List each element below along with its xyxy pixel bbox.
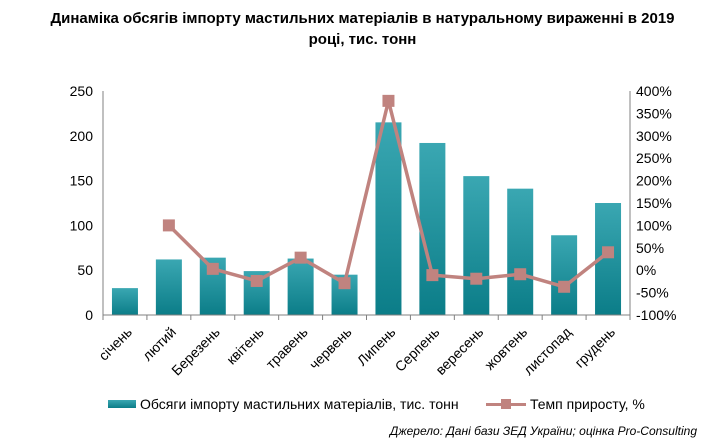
bar-11 [551,235,578,315]
growth-marker-2 [162,219,175,232]
right-tick-label: 0% [636,262,656,278]
category-label: квітень [223,324,267,368]
line-series [162,94,615,293]
axes [102,91,631,320]
right-tick-label: 150% [636,195,672,211]
growth-marker-11 [558,280,571,293]
legend-line-swatch [486,399,526,409]
category-label: листопад [520,324,574,378]
right-tick-label: 300% [636,128,672,144]
legend-item-bars: Обсяги імпорту мастильних матеріалів, ти… [108,396,459,412]
bar-8 [419,142,446,315]
growth-marker-5 [294,251,307,264]
legend-line-label: Темп приросту, % [530,396,645,412]
growth-marker-9 [470,272,483,285]
source-note: Джерело: Дані бази ЗЕД України; оцінка P… [389,424,697,438]
right-tick-label: 250% [636,150,672,166]
category-label: Березень [168,324,223,379]
category-label: грудень [571,324,618,371]
category-label: червень [306,324,355,373]
legend-bars-label: Обсяги імпорту мастильних матеріалів, ти… [140,396,459,412]
bar-2 [155,259,182,315]
category-label: травень [263,324,311,372]
growth-marker-3 [206,262,219,275]
bar-7 [375,122,402,315]
axis-labels: 0 50 100 150 200 250 -100% -50% 0% 50% 100% 150% 200… [70,83,677,378]
left-tick-label: 200 [70,128,94,144]
left-tick-label: 250 [70,83,94,99]
growth-marker-12 [602,246,615,259]
growth-marker-8 [426,269,439,282]
right-tick-label: 350% [636,105,672,121]
bar-5 [287,258,314,315]
bar-1 [111,288,138,315]
left-tick-label: 150 [70,173,94,189]
bar-9 [463,176,490,315]
category-label: вересень [432,324,486,378]
chart-title: Динаміка обсягів імпорту мастильних мате… [0,8,725,50]
bar-series [111,122,622,315]
chart-title-line-1: Динаміка обсягів імпорту мастильних мате… [50,10,675,27]
growth-marker-10 [514,268,527,281]
category-label: лютий [139,324,179,364]
category-label: січень [95,324,135,364]
right-tick-label: 200% [636,173,672,189]
legend-bar-swatch [108,400,136,408]
right-tick-label: 400% [636,83,672,99]
growth-marker-7 [382,94,395,107]
bar-10 [507,188,534,315]
legend-item-line: Темп приросту, % [486,396,645,412]
left-tick-label: 50 [77,262,93,278]
chart-title-line-2: році, тис. тонн [308,31,417,48]
left-tick-label: 100 [70,217,94,233]
growth-marker-6 [338,277,351,290]
left-tick-label: 0 [85,307,93,323]
right-tick-label: 100% [636,217,672,233]
growth-marker-4 [250,274,263,287]
right-tick-label: 50% [636,240,664,256]
right-tick-label: -50% [636,285,669,301]
right-tick-label: -100% [636,307,676,323]
